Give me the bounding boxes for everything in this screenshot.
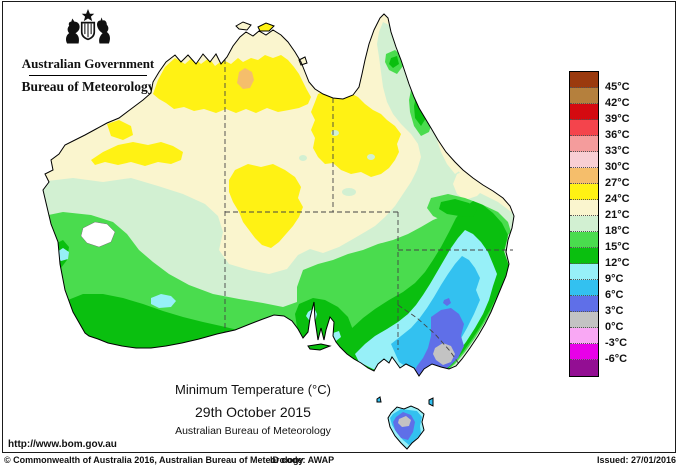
legend-swatch (570, 296, 598, 312)
legend-label: 0°C (605, 321, 624, 333)
map-region (367, 154, 375, 160)
header-divider (29, 75, 147, 76)
legend-swatch (570, 88, 598, 104)
issued-text: Issued: 27/01/2016 (596, 455, 676, 465)
footer-strip: © Commonwealth of Australia 2016, Austra… (0, 454, 680, 467)
legend-label: 21°C (605, 209, 630, 221)
map-island (258, 23, 274, 31)
legend-cells (569, 71, 599, 377)
government-header: Australian Government Bureau of Meteorol… (13, 8, 163, 95)
legend-swatch (570, 232, 598, 248)
australia-temperature-map (42, 13, 515, 450)
legend-swatch (570, 120, 598, 136)
legend-swatch (570, 216, 598, 232)
legend-swatch (570, 168, 598, 184)
legend-label: 15°C (605, 241, 630, 253)
map-region (237, 68, 254, 89)
map-region (91, 142, 183, 166)
legend-label: -3°C (605, 337, 628, 349)
legend-label: 39°C (605, 113, 630, 125)
legend-label: 30°C (605, 161, 630, 173)
legend-label: 24°C (605, 193, 630, 205)
map-org: Australian Bureau of Meteorology (175, 425, 331, 437)
legend-label: 12°C (605, 257, 630, 269)
temperature-bands (43, 22, 514, 445)
legend-swatch (570, 152, 598, 168)
legend-label: 45°C (605, 81, 630, 93)
legend-label: 18°C (605, 225, 630, 237)
legend-swatch (570, 248, 598, 264)
map-region (439, 199, 477, 217)
legend-swatch (570, 264, 598, 280)
legend-label: 3°C (605, 305, 624, 317)
map-region (229, 164, 303, 248)
legend-swatch (570, 280, 598, 296)
map-region (342, 188, 356, 196)
map-title-block: Minimum Temperature (°C) 29th October 20… (121, 382, 385, 437)
copyright-text: © Commonwealth of Australia 2016, Austra… (4, 455, 304, 465)
map-region (398, 416, 411, 427)
legend-swatch (570, 328, 598, 344)
map-region (107, 120, 133, 140)
legend-label: 9°C (605, 273, 624, 285)
legend-label: 36°C (605, 129, 630, 141)
id-code-text: ID code: AWAP (270, 455, 335, 465)
bureau-title: Bureau of Meteorology (21, 79, 155, 94)
legend-label: 42°C (605, 97, 630, 109)
legend-swatch (570, 104, 598, 120)
legend-swatch (570, 184, 598, 200)
map-date: 29th October 2015 (195, 404, 311, 420)
map-lake (80, 221, 116, 248)
legend-label: 33°C (605, 145, 630, 157)
map-region (343, 153, 363, 170)
legend-swatch (570, 200, 598, 216)
map-region (311, 90, 401, 177)
map-region (433, 343, 455, 365)
map-region (153, 55, 311, 113)
map-region (443, 298, 451, 306)
legend-swatch (570, 136, 598, 152)
coastline (42, 13, 515, 450)
government-title: Australian Government (21, 56, 155, 71)
map-region (151, 294, 176, 308)
legend-swatch (570, 360, 598, 376)
map-title: Minimum Temperature (°C) (175, 382, 331, 397)
legend-swatch (570, 72, 598, 88)
legend-label: -6°C (605, 353, 628, 365)
legend-swatch (570, 344, 598, 360)
coat-of-arms-icon (66, 9, 110, 44)
legend-label: 6°C (605, 289, 624, 301)
legend-label: 27°C (605, 177, 630, 189)
map-region (389, 56, 399, 68)
state-borders (224, 59, 513, 365)
map-frame: Australian Government Bureau of Meteorol… (2, 1, 676, 453)
map-region (331, 130, 339, 136)
bom-url-link[interactable]: http://www.bom.gov.au (8, 439, 117, 450)
map-region (299, 155, 307, 161)
legend-swatch (570, 312, 598, 328)
